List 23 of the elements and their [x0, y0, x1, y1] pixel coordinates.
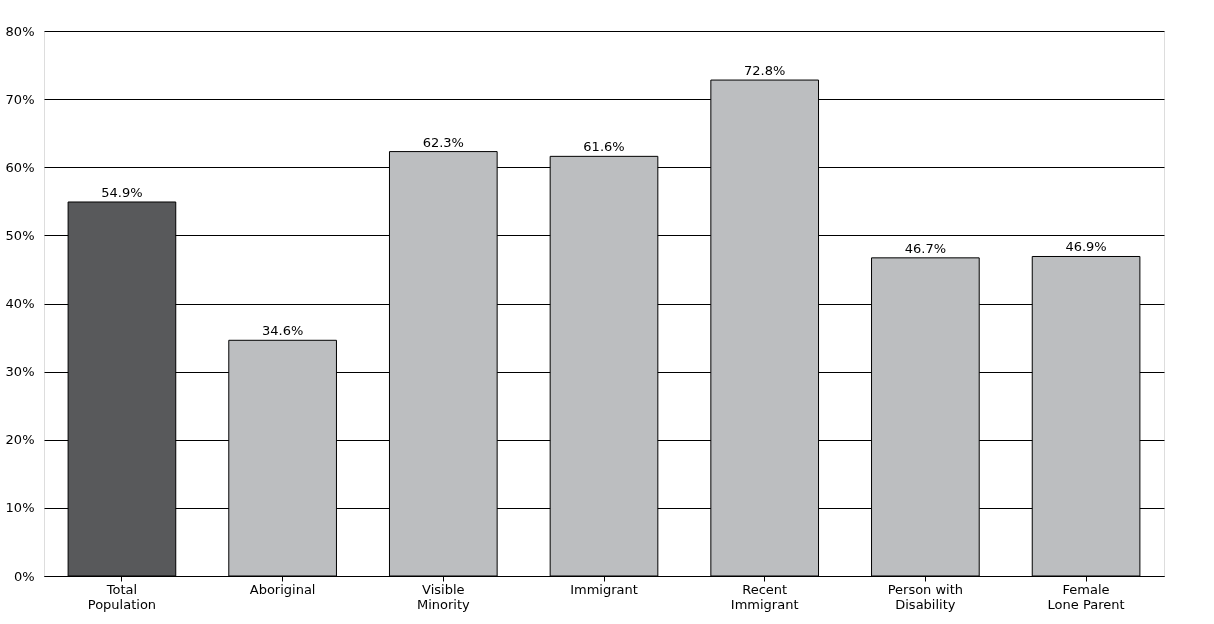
x-tick-label: Visible Minority — [416, 581, 470, 612]
y-tick-label: 40% — [5, 296, 35, 311]
data-label: 62.3% — [422, 134, 464, 150]
y-tick-label: 50% — [5, 227, 35, 243]
y-tick-label: 10% — [5, 500, 35, 516]
y-tick-label: 0% — [13, 568, 35, 584]
x-tick-label: Aboriginal — [249, 581, 316, 597]
data-label: 72.8% — [744, 63, 786, 79]
data-label: 46.9% — [1065, 239, 1107, 255]
y-tick-label: 80% — [5, 23, 35, 39]
x-tick-label: Total Population — [87, 581, 157, 612]
x-tick-label: Recent Immigrant — [730, 581, 799, 612]
y-tick-label: 20% — [5, 432, 35, 448]
data-label: 61.6% — [583, 139, 625, 155]
y-tick-label: 60% — [5, 159, 35, 175]
x-tick-label: Immigrant — [570, 581, 638, 597]
data-label: 54.9% — [101, 184, 143, 200]
data-label: 46.7% — [904, 240, 947, 256]
data-label: 34.6% — [261, 323, 304, 339]
y-tick-label: 30% — [5, 364, 35, 380]
x-tick-label: Person with Disability — [887, 581, 964, 612]
y-tick-label: 70% — [5, 91, 35, 107]
x-tick-label: Female Lone Parent — [1047, 581, 1125, 612]
